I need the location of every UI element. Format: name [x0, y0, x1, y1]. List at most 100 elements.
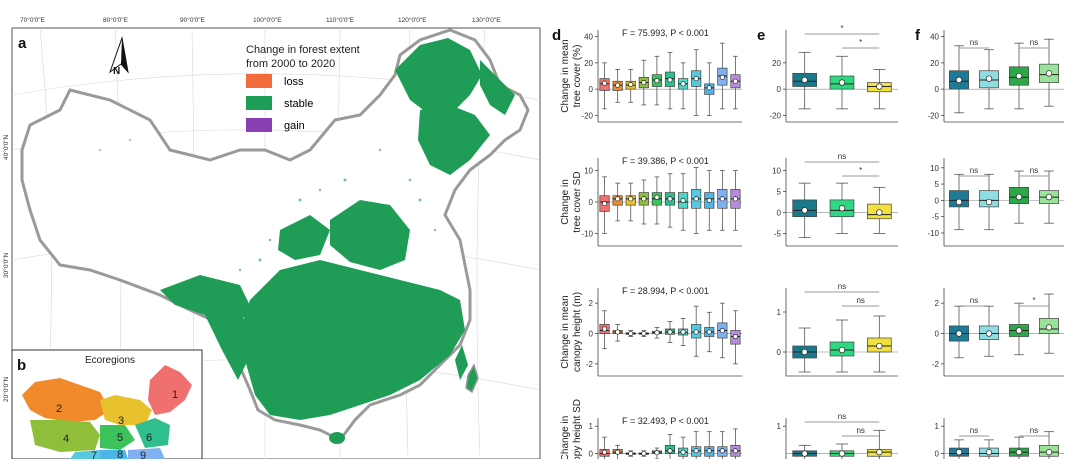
- mean-point: [732, 78, 739, 84]
- y-tick-label: -2: [586, 360, 594, 369]
- box: [1039, 293, 1059, 354]
- box: [979, 439, 999, 459]
- ecoregion-4: [30, 420, 100, 452]
- box: [664, 173, 676, 228]
- legend-swatch-loss: [246, 74, 272, 88]
- ecoregion-9: [128, 448, 165, 459]
- box: [664, 320, 676, 344]
- significance-label: ns: [856, 426, 864, 435]
- box: [949, 439, 969, 459]
- box: [1039, 170, 1059, 224]
- lat-label: 40°0'0"N: [2, 134, 10, 160]
- mean-point: [654, 450, 660, 456]
- box: [704, 62, 715, 116]
- y-axis-title: tree cover SD: [572, 171, 583, 232]
- significance-label: ns: [1030, 38, 1038, 47]
- box: [612, 69, 623, 103]
- lat-label: 30°0'0"N: [2, 252, 10, 278]
- mean-point: [876, 342, 883, 350]
- box: [638, 59, 649, 106]
- boxplot-f-2: 10 5 0 -5 -10 ns ns: [927, 158, 1064, 247]
- y-tick-label: 0: [935, 450, 940, 459]
- stat-label: F = 28.994, P < 0.001: [622, 286, 709, 296]
- box: [979, 305, 999, 357]
- mean-point: [801, 450, 808, 457]
- y-tick-label: 10: [930, 164, 939, 173]
- mean-point: [1015, 327, 1023, 334]
- box-body: [949, 190, 969, 208]
- y-tick-label: 1: [777, 308, 782, 317]
- box: [792, 182, 817, 239]
- ecoregion-label: 5: [117, 432, 123, 444]
- mean-point: [719, 196, 725, 202]
- ecoregion-5: [100, 425, 135, 450]
- forest-texture: [99, 139, 437, 272]
- mean-point: [706, 85, 712, 91]
- y-tick-label: 10: [584, 167, 593, 176]
- y-tick-label: -2: [932, 360, 940, 369]
- y-tick-label: 40: [584, 33, 593, 42]
- significance-label: ns: [838, 282, 846, 291]
- ecoregion-2: [22, 378, 110, 422]
- mean-point: [628, 330, 634, 337]
- box: [829, 319, 855, 373]
- island-taiwan: [465, 363, 479, 394]
- y-tick-label: 0: [589, 85, 594, 94]
- mean-point: [838, 79, 846, 86]
- mean-point: [719, 74, 725, 80]
- mean-point: [601, 449, 608, 455]
- mean-point: [693, 196, 699, 202]
- boxplot-e-4: 1 ns ns: [777, 412, 898, 459]
- box: [949, 173, 969, 231]
- box: [599, 436, 610, 459]
- panel-label-d: d: [552, 27, 561, 44]
- ecoregion-label: 1: [172, 389, 178, 401]
- box: [867, 186, 892, 234]
- lat-label: 20°0'0"N: [2, 376, 10, 402]
- mean-point: [876, 209, 883, 216]
- ecoregion-7: [70, 450, 100, 459]
- map-lat-labels: 40°0'0"N 30°0'0"N 20°0'0"N: [2, 134, 10, 402]
- forest-stable-areas: [160, 38, 515, 444]
- boxplot-e-3: 1 0 ns ns: [777, 282, 898, 377]
- mean-point: [680, 329, 686, 335]
- box: [867, 315, 892, 373]
- box: [599, 62, 610, 110]
- y-tick-label: 2: [589, 299, 594, 308]
- mean-point: [641, 80, 647, 86]
- ecoregion-label: 7: [91, 450, 97, 459]
- ecoregion-labels: 1 2 3 4 5 6 7 8 9: [56, 389, 178, 462]
- y-tick-label: -10: [927, 229, 939, 238]
- mean-point: [693, 448, 699, 454]
- lon-label: 80°0'0"E: [103, 16, 129, 24]
- stat-label: F = 39.386, P < 0.001: [622, 156, 709, 166]
- y-axis-title: Change in mean: [560, 295, 571, 368]
- boxplot-d-1: 40 20 0 -20 Change in mean tree cover (%) F = …: [560, 28, 742, 123]
- box: [792, 51, 817, 110]
- y-tick-label: 40: [930, 33, 939, 42]
- north-arrow-icon: N: [108, 36, 129, 77]
- panel-label-b: b: [17, 357, 26, 374]
- box: [638, 179, 649, 225]
- y-tick-label: 0: [935, 85, 940, 94]
- box: [867, 69, 892, 110]
- mean-point: [1045, 324, 1053, 331]
- y-axis-title: Change in: [560, 179, 571, 225]
- map-lon-labels: 70°0'0"E 80°0'0"E 90°0'0"E 100°0'0"E 110…: [20, 16, 501, 24]
- box: [730, 428, 741, 459]
- legend-swatch-stable: [246, 96, 272, 110]
- ecoregion-3: [100, 395, 152, 425]
- box: [678, 173, 689, 231]
- significance-label: ns: [1030, 166, 1038, 175]
- box: [1009, 42, 1029, 110]
- y-tick-label: 2: [935, 299, 940, 308]
- legend-label-stable: stable: [284, 98, 313, 110]
- box: [664, 433, 676, 459]
- y-tick-label: -10: [581, 229, 593, 238]
- significance-label: ns: [856, 296, 864, 305]
- lon-label: 70°0'0"E: [20, 16, 46, 24]
- y-tick-label: 0: [777, 208, 782, 217]
- box: [792, 444, 817, 459]
- mean-point: [615, 449, 621, 455]
- lon-label: 110°0'0"E: [326, 16, 355, 24]
